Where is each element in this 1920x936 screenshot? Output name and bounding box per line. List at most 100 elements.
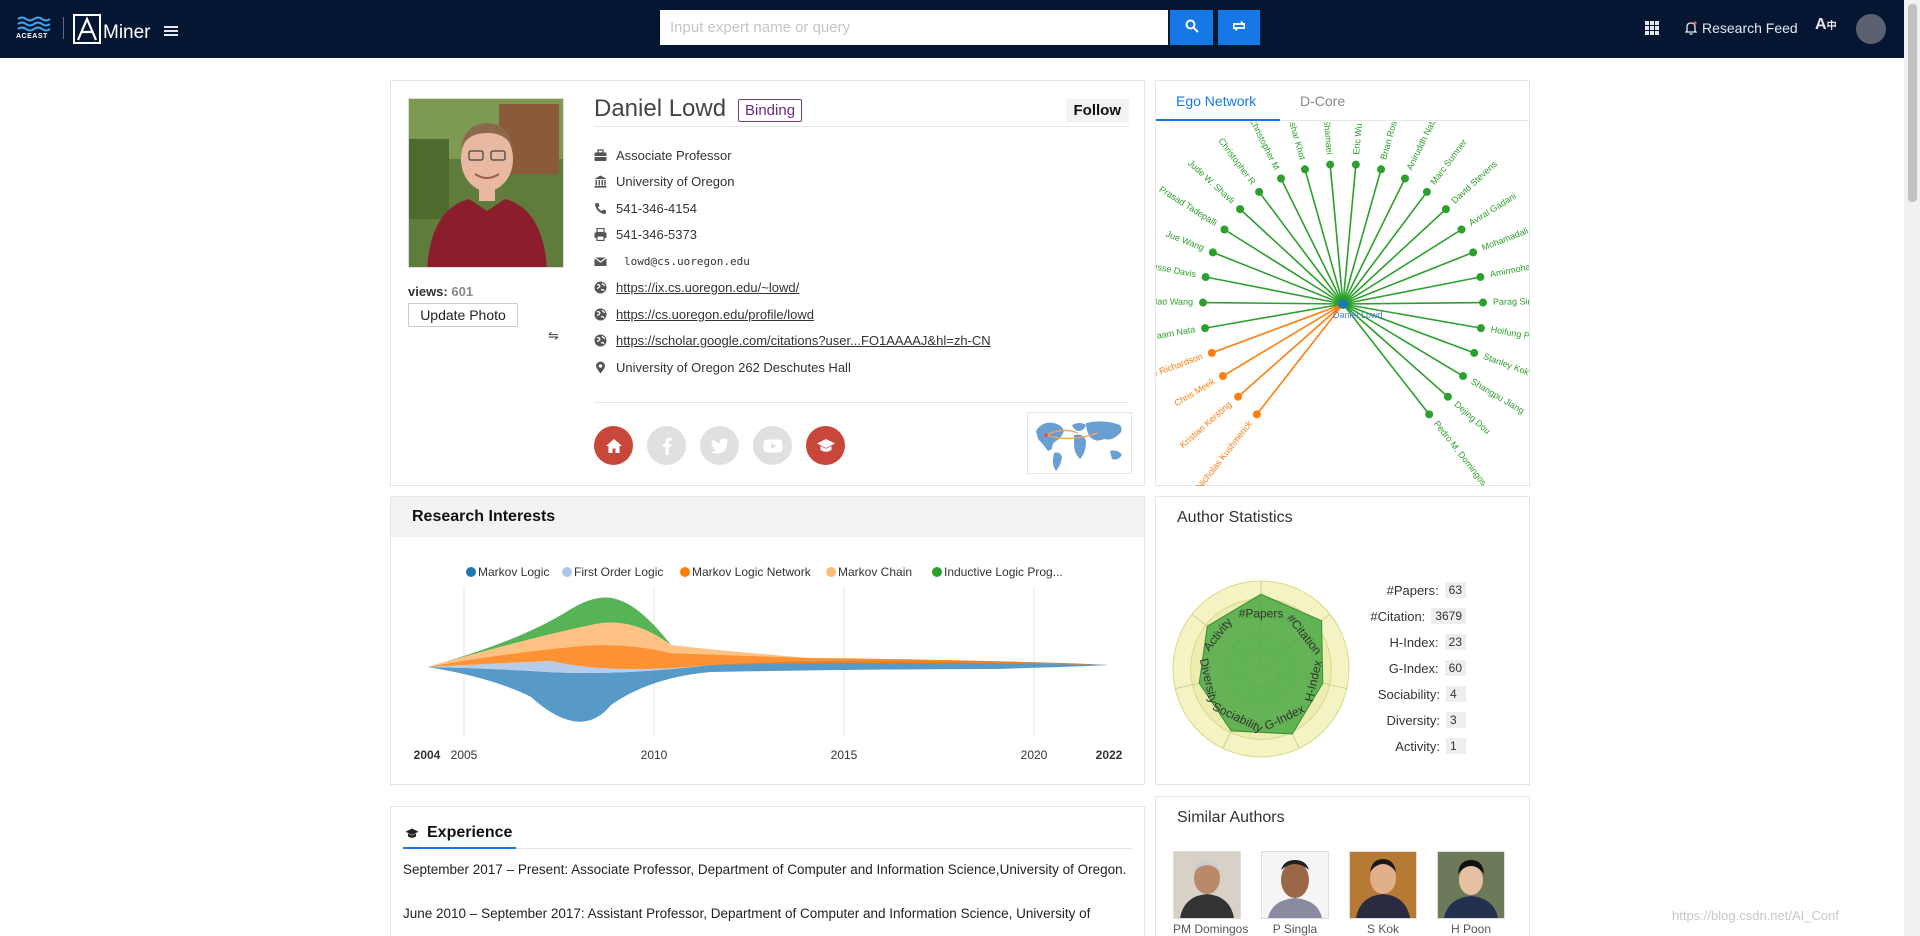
ego-node[interactable]	[1476, 273, 1485, 282]
legend-label[interactable]: Markov Logic Network	[692, 565, 812, 579]
ego-node-label[interactable]: Sriraam Nata	[1156, 324, 1196, 343]
ego-node[interactable]	[1470, 348, 1479, 357]
ego-node[interactable]	[1478, 298, 1487, 307]
stream-markov-chain[interactable]	[427, 622, 811, 668]
x-tick-label: 2010	[641, 748, 668, 762]
research-interests-streamgraph[interactable]: Markov Logic First Order Logic Markov Logi…	[391, 537, 1144, 784]
language-switch-icon[interactable]: A中	[1815, 16, 1837, 33]
ego-node-label[interactable]: Parag Singla	[1493, 296, 1529, 307]
ego-node[interactable]	[1441, 205, 1450, 214]
ego-node-label[interactable]: Aniruddh Nath	[1404, 122, 1438, 171]
page-scrollbar[interactable]	[1904, 0, 1920, 936]
ego-node[interactable]	[1207, 348, 1216, 357]
department-profile-link[interactable]: https://cs.uoregon.edu/profile/lowd	[616, 306, 815, 322]
ego-node-label[interactable]: Chris Meek	[1172, 376, 1217, 408]
ego-node[interactable]	[1220, 225, 1229, 234]
ego-node-label[interactable]: David Stevens	[1449, 159, 1499, 206]
ego-node-label[interactable]: Tushar Khot	[1285, 122, 1308, 161]
legend-label[interactable]: Inductive Logic Prog...	[944, 565, 1063, 579]
ego-node-label[interactable]: Eric Wu	[1351, 123, 1364, 155]
homepage-link[interactable]: https://ix.cs.uoregon.edu/~lowd/	[616, 280, 800, 296]
ego-node-label[interactable]: Hoifung Poon	[1490, 324, 1529, 343]
ego-node[interactable]	[1201, 273, 1210, 282]
graduation-cap-icon[interactable]	[806, 426, 845, 465]
ego-node[interactable]	[1401, 174, 1410, 183]
ego-node[interactable]	[1255, 187, 1264, 196]
ego-node[interactable]	[1218, 372, 1227, 381]
stream-markov-logic-network[interactable]	[427, 645, 1109, 670]
ego-node-label[interactable]: Jude W. Shavli	[1186, 158, 1237, 206]
follow-button[interactable]: Follow	[1065, 99, 1129, 122]
ego-node[interactable]	[1469, 248, 1478, 257]
ego-node-label[interactable]: Dejing Dou	[1452, 399, 1492, 436]
legend-label[interactable]: Markov Logic	[478, 565, 549, 579]
ego-node[interactable]	[1208, 248, 1217, 257]
tab-d-core[interactable]: D-Core	[1300, 93, 1346, 109]
research-feed-link[interactable]: Research Feed	[1684, 18, 1798, 38]
ego-node[interactable]	[1351, 160, 1360, 169]
ego-node[interactable]	[1425, 410, 1434, 419]
scrollbar-thumb[interactable]	[1908, 4, 1917, 202]
ego-node[interactable]	[1377, 165, 1386, 174]
similar-author-card[interactable]: H Poon	[1437, 851, 1505, 936]
similar-author-card[interactable]: PM Domingos	[1173, 851, 1248, 936]
twitter-icon[interactable]	[700, 426, 739, 465]
legend-label[interactable]: First Order Logic	[574, 565, 663, 579]
apps-grid-icon[interactable]	[1645, 21, 1659, 35]
stream-inductive-logic-programming[interactable]	[427, 597, 671, 667]
ego-node[interactable]	[1443, 392, 1452, 401]
similar-author-card[interactable]: P Singla	[1261, 851, 1329, 936]
stream-first-order-logic[interactable]	[427, 661, 711, 673]
ego-node[interactable]	[1201, 324, 1210, 333]
stat-label: #Papers:	[1386, 582, 1439, 598]
binding-button[interactable]: Binding	[738, 99, 803, 122]
location-world-map[interactable]	[1027, 412, 1132, 474]
ego-node[interactable]	[1459, 372, 1468, 381]
tab-ego-network[interactable]: Ego Network	[1156, 81, 1280, 121]
ego-node[interactable]	[1199, 298, 1208, 307]
ego-node-label[interactable]: Prasad Tadepalli	[1157, 184, 1219, 228]
ego-node-label[interactable]: Brian Rosey	[1378, 122, 1401, 161]
ego-node-label[interactable]: Stanley Kok	[1482, 351, 1529, 377]
facebook-icon[interactable]	[647, 426, 686, 465]
ego-node-label[interactable]: Marc Sumner	[1428, 137, 1468, 186]
stream-markov-logic[interactable]	[427, 660, 1109, 722]
user-avatar[interactable]	[1856, 14, 1886, 44]
similar-author-card[interactable]: S Kok	[1349, 851, 1417, 936]
hamburger-menu-icon[interactable]	[164, 26, 178, 36]
ego-node[interactable]	[1422, 187, 1431, 196]
ego-node-label[interactable]: Kristian Kersting	[1178, 399, 1234, 450]
ego-node[interactable]	[1326, 160, 1335, 169]
search-button[interactable]	[1170, 10, 1213, 45]
ego-node-label[interactable]: Arash Shamaei	[1319, 122, 1335, 155]
ego-node[interactable]	[1276, 174, 1285, 183]
expert-search-input[interactable]	[660, 10, 1168, 45]
aceast-logo[interactable]: ACEAST	[16, 14, 52, 42]
ego-node-label[interactable]: Amirmohammad Rooshenas	[1489, 247, 1529, 279]
ego-node-label[interactable]: Christopher M	[1248, 122, 1282, 171]
ego-node-label[interactable]: Jesse Davis	[1156, 260, 1197, 279]
legend-label[interactable]: Markov Chain	[838, 565, 912, 579]
research-feed-label: Research Feed	[1702, 20, 1798, 36]
youtube-icon[interactable]	[753, 426, 792, 465]
aminer-logo[interactable]: Miner	[73, 13, 151, 45]
switch-search-mode-button[interactable]	[1218, 10, 1260, 45]
ego-center-node[interactable]	[1338, 299, 1348, 309]
ego-node[interactable]	[1476, 324, 1485, 333]
ego-node[interactable]	[1300, 165, 1309, 174]
ego-node[interactable]	[1252, 410, 1261, 419]
ego-node[interactable]	[1457, 225, 1466, 234]
convert-icon[interactable]: ⇋	[548, 328, 559, 343]
ego-node-label[interactable]: Hao Wang	[1156, 296, 1193, 306]
ego-node-label[interactable]: Shangpu Jiang	[1469, 376, 1526, 415]
ego-node-label[interactable]: Irene Richardson	[1156, 351, 1204, 384]
ego-node[interactable]	[1236, 205, 1245, 214]
ego-node[interactable]	[1234, 392, 1243, 401]
ego-node-label[interactable]: Aviral Gadani	[1467, 191, 1518, 228]
update-photo-button[interactable]: Update Photo	[408, 303, 518, 327]
google-scholar-link[interactable]: https://scholar.google.com/citations?use…	[616, 333, 991, 349]
ego-node-label[interactable]: Jue Wang	[1165, 229, 1206, 253]
ego-node-label[interactable]: Christopher R	[1216, 136, 1258, 187]
home-icon[interactable]	[594, 426, 633, 465]
